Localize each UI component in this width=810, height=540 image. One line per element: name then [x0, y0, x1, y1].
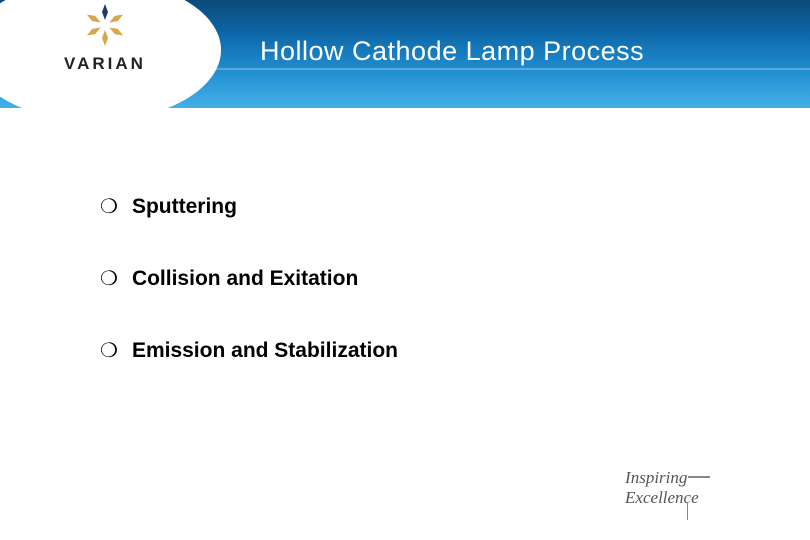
list-item: ❍ Collision and Exitation [100, 267, 700, 291]
slide-root: Hollow Cathode Lamp Process [0, 0, 810, 540]
tagline-word-1: Inspiring [625, 468, 687, 487]
tagline-separator-icon [688, 476, 710, 478]
slide-title: Hollow Cathode Lamp Process [260, 36, 644, 67]
bullet-text: Collision and Exitation [132, 267, 358, 291]
logo-container: VARIAN [25, 2, 185, 74]
brand-name: VARIAN [25, 54, 185, 74]
bullet-text: Sputtering [132, 195, 237, 219]
bullet-marker-icon: ❍ [100, 197, 118, 217]
list-item: ❍ Sputtering [100, 195, 700, 219]
varian-star-icon [82, 2, 128, 48]
tagline: InspiringExcellence [625, 468, 774, 508]
bullet-text: Emission and Stabilization [132, 339, 398, 363]
content-area: ❍ Sputtering ❍ Collision and Exitation ❍… [100, 195, 700, 411]
list-item: ❍ Emission and Stabilization [100, 339, 700, 363]
bullet-marker-icon: ❍ [100, 341, 118, 361]
bullet-marker-icon: ❍ [100, 269, 118, 289]
tagline-stem-icon [687, 502, 688, 520]
